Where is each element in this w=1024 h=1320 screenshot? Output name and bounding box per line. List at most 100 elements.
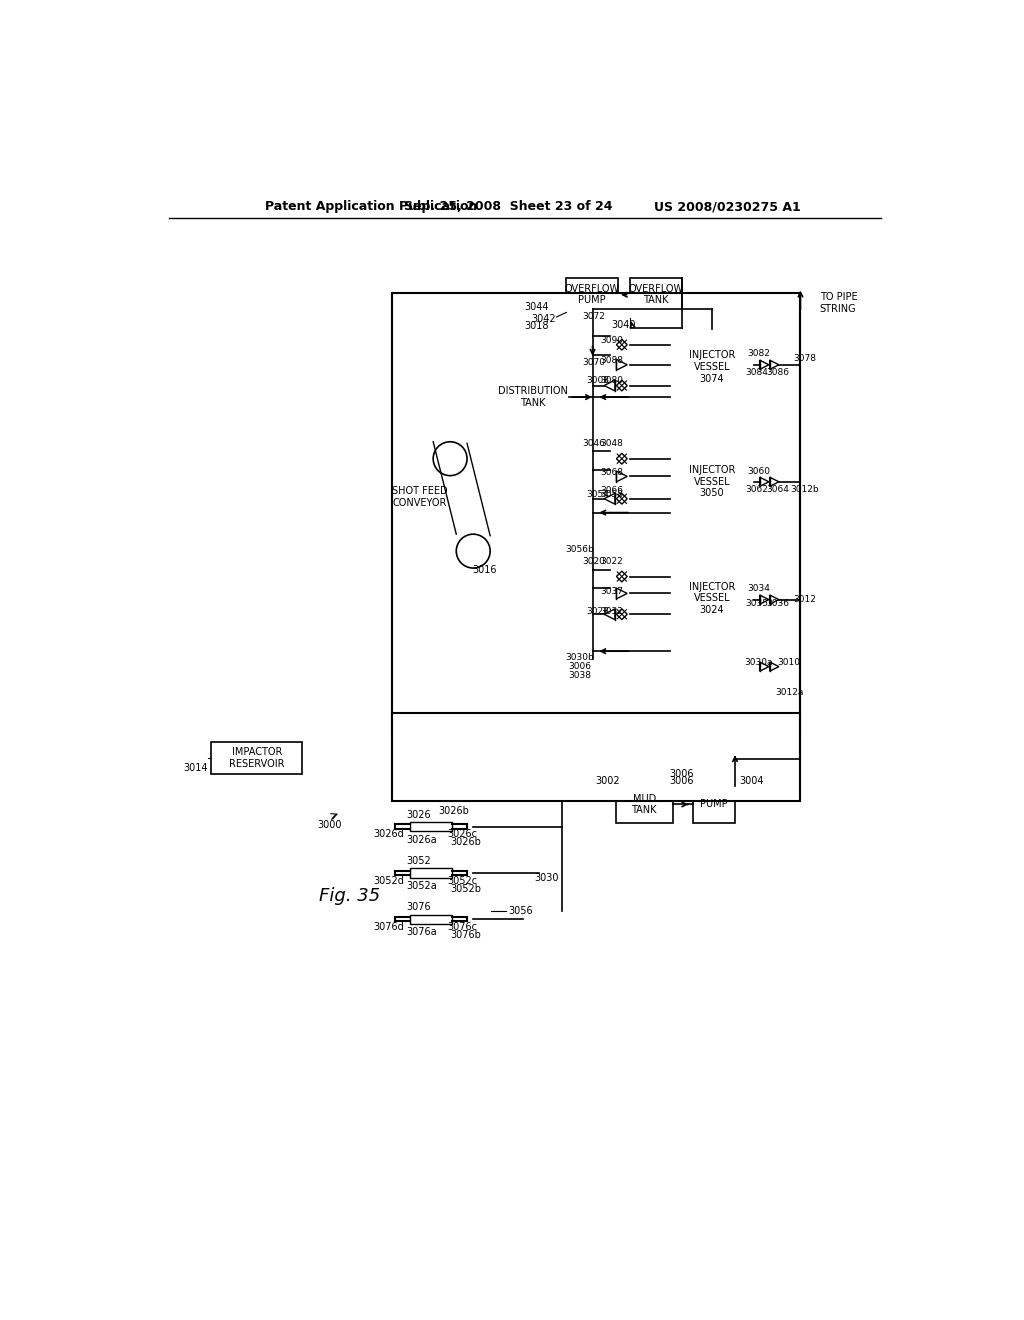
Text: PUMP: PUMP	[699, 800, 727, 809]
Bar	[410, 915, 453, 924]
Text: Fig. 35: Fig. 35	[319, 887, 381, 906]
Text: 3064: 3064	[766, 484, 788, 494]
Text: 3052c: 3052c	[447, 875, 478, 886]
Polygon shape	[760, 595, 769, 605]
Text: INJECTOR
VESSEL
3024: INJECTOR VESSEL 3024	[689, 582, 735, 615]
Bar	[692, 785, 735, 822]
Text: 3062: 3062	[745, 484, 768, 494]
Text: 3026c: 3026c	[447, 829, 478, 840]
Polygon shape	[604, 609, 614, 619]
Text: TO PIPE
STRING: TO PIPE STRING	[819, 292, 857, 314]
Text: 3088: 3088	[600, 355, 624, 364]
Text: 3030: 3030	[535, 874, 559, 883]
Text: 3035: 3035	[745, 599, 768, 609]
Text: 3037: 3037	[600, 586, 624, 595]
Text: 3076a: 3076a	[407, 927, 437, 937]
Polygon shape	[770, 663, 779, 671]
Text: 3078: 3078	[793, 354, 816, 363]
Polygon shape	[670, 447, 755, 516]
Text: 3084: 3084	[745, 368, 768, 378]
Bar	[392, 713, 801, 801]
Text: Patent Application Publication: Patent Application Publication	[265, 201, 477, 214]
Bar	[410, 822, 453, 832]
Text: 3010: 3010	[777, 659, 801, 667]
Polygon shape	[604, 380, 614, 391]
Text: 3054: 3054	[587, 491, 609, 499]
Text: 3020: 3020	[583, 557, 605, 566]
Polygon shape	[760, 478, 769, 487]
Polygon shape	[604, 494, 614, 504]
Polygon shape	[616, 471, 628, 482]
Text: 3068: 3068	[600, 469, 624, 477]
Text: 3076: 3076	[407, 902, 431, 912]
Text: 3080: 3080	[600, 376, 624, 385]
Text: 3082: 3082	[748, 348, 770, 358]
Text: 3044: 3044	[524, 302, 549, 312]
Text: 3060: 3060	[748, 467, 770, 477]
Text: INJECTOR
VESSEL
3050: INJECTOR VESSEL 3050	[689, 465, 735, 499]
Polygon shape	[760, 663, 769, 671]
Text: 3046: 3046	[583, 438, 605, 447]
Text: 3004: 3004	[739, 776, 763, 785]
Text: 3086: 3086	[766, 368, 788, 378]
Polygon shape	[616, 572, 628, 582]
Bar	[410, 869, 453, 878]
Text: 3012a: 3012a	[775, 688, 804, 697]
Polygon shape	[616, 494, 628, 504]
Text: 3038: 3038	[568, 672, 591, 680]
Polygon shape	[670, 330, 755, 405]
Text: 3066: 3066	[600, 486, 624, 495]
Text: 3040: 3040	[611, 319, 636, 330]
Polygon shape	[770, 595, 779, 605]
Text: 3052a: 3052a	[407, 880, 437, 891]
Text: MUD
TANK: MUD TANK	[632, 793, 657, 816]
Text: INJECTOR
VESSEL
3074: INJECTOR VESSEL 3074	[689, 351, 735, 384]
Text: 3002: 3002	[596, 776, 621, 785]
Polygon shape	[616, 609, 628, 619]
Polygon shape	[616, 589, 628, 599]
Text: 3026b: 3026b	[451, 837, 481, 847]
Text: 3026d: 3026d	[373, 829, 403, 840]
Bar	[615, 785, 674, 822]
Text: 3006: 3006	[669, 770, 693, 779]
Text: 3076b: 3076b	[451, 931, 481, 940]
Text: SHOT FEED
CONVEYOR: SHOT FEED CONVEYOR	[392, 486, 447, 508]
Text: 3012: 3012	[793, 595, 816, 605]
Text: 3030b: 3030b	[565, 653, 594, 661]
Text: 3070: 3070	[583, 358, 605, 367]
Text: 3036: 3036	[766, 599, 788, 609]
Text: 3090: 3090	[600, 335, 624, 345]
Text: OVERFLOW
PUMP: OVERFLOW PUMP	[564, 284, 620, 305]
Text: 3022: 3022	[600, 557, 624, 566]
Polygon shape	[616, 453, 628, 465]
Text: 3056b: 3056b	[565, 545, 594, 554]
Text: 3000: 3000	[317, 820, 341, 830]
Text: 3026b: 3026b	[438, 807, 469, 816]
Text: 3042: 3042	[531, 314, 556, 323]
Text: 3006: 3006	[568, 663, 591, 671]
Text: 3076c: 3076c	[447, 921, 478, 932]
Polygon shape	[616, 380, 628, 391]
Text: DISTRIBUTION
TANK: DISTRIBUTION TANK	[498, 387, 567, 408]
Text: Sep. 25, 2008  Sheet 23 of 24: Sep. 25, 2008 Sheet 23 of 24	[403, 201, 612, 214]
Text: OVERFLOW
TANK: OVERFLOW TANK	[628, 284, 683, 305]
Text: 3048: 3048	[600, 438, 624, 447]
Text: 3028: 3028	[587, 607, 609, 615]
Bar	[211, 742, 302, 775]
Text: 3052b: 3052b	[450, 884, 481, 894]
Text: 3072: 3072	[583, 312, 605, 321]
Polygon shape	[616, 359, 628, 370]
Bar	[630, 277, 682, 313]
Text: 3052d: 3052d	[373, 875, 403, 886]
Polygon shape	[770, 360, 779, 370]
Polygon shape	[504, 355, 569, 440]
Text: 3012b: 3012b	[790, 484, 818, 494]
Polygon shape	[670, 562, 755, 635]
Polygon shape	[770, 478, 779, 487]
Bar	[565, 277, 617, 313]
Polygon shape	[616, 339, 628, 350]
Text: 3026a: 3026a	[407, 834, 437, 845]
Text: 3076d: 3076d	[373, 921, 403, 932]
Text: 3034: 3034	[748, 583, 770, 593]
Text: 3006: 3006	[669, 776, 693, 785]
